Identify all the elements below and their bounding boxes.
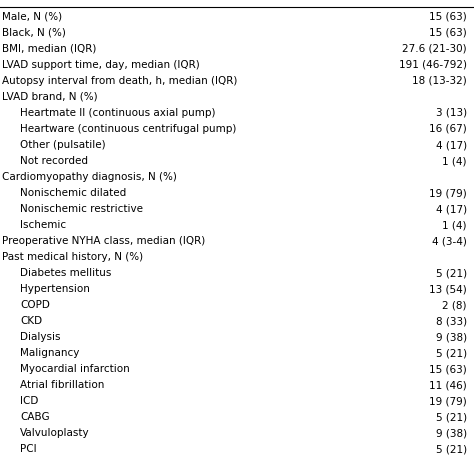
Text: 15 (63): 15 (63) bbox=[429, 28, 467, 38]
Text: Valvuloplasty: Valvuloplasty bbox=[20, 428, 90, 438]
Text: 15 (63): 15 (63) bbox=[429, 12, 467, 22]
Text: 27.6 (21-30): 27.6 (21-30) bbox=[402, 44, 467, 54]
Text: Heartmate II (continuous axial pump): Heartmate II (continuous axial pump) bbox=[20, 108, 216, 118]
Text: 3 (13): 3 (13) bbox=[436, 108, 467, 118]
Text: Hypertension: Hypertension bbox=[20, 284, 90, 294]
Text: 4 (17): 4 (17) bbox=[436, 140, 467, 150]
Text: Myocardial infarction: Myocardial infarction bbox=[20, 365, 130, 374]
Text: LVAD brand, N (%): LVAD brand, N (%) bbox=[2, 92, 98, 102]
Text: Preoperative NYHA class, median (IQR): Preoperative NYHA class, median (IQR) bbox=[2, 236, 206, 246]
Text: 4 (17): 4 (17) bbox=[436, 204, 467, 214]
Text: 16 (67): 16 (67) bbox=[429, 124, 467, 134]
Text: 5 (21): 5 (21) bbox=[436, 412, 467, 422]
Text: Cardiomyopathy diagnosis, N (%): Cardiomyopathy diagnosis, N (%) bbox=[2, 172, 177, 182]
Text: Dialysis: Dialysis bbox=[20, 332, 61, 342]
Text: Other (pulsatile): Other (pulsatile) bbox=[20, 140, 106, 150]
Text: BMI, median (IQR): BMI, median (IQR) bbox=[2, 44, 97, 54]
Text: 5 (21): 5 (21) bbox=[436, 445, 467, 455]
Text: 5 (21): 5 (21) bbox=[436, 348, 467, 358]
Text: 9 (38): 9 (38) bbox=[436, 332, 467, 342]
Text: 15 (63): 15 (63) bbox=[429, 365, 467, 374]
Text: Autopsy interval from death, h, median (IQR): Autopsy interval from death, h, median (… bbox=[2, 76, 238, 86]
Text: Male, N (%): Male, N (%) bbox=[2, 12, 63, 22]
Text: Heartware (continuous centrifugal pump): Heartware (continuous centrifugal pump) bbox=[20, 124, 237, 134]
Text: Past medical history, N (%): Past medical history, N (%) bbox=[2, 252, 144, 262]
Text: 4 (3-4): 4 (3-4) bbox=[432, 236, 467, 246]
Text: 18 (13-32): 18 (13-32) bbox=[412, 76, 467, 86]
Text: 1 (4): 1 (4) bbox=[442, 220, 467, 230]
Text: 9 (38): 9 (38) bbox=[436, 428, 467, 438]
Text: 8 (33): 8 (33) bbox=[436, 316, 467, 326]
Text: CKD: CKD bbox=[20, 316, 43, 326]
Text: 1 (4): 1 (4) bbox=[442, 156, 467, 166]
Text: PCI: PCI bbox=[20, 445, 37, 455]
Text: Not recorded: Not recorded bbox=[20, 156, 88, 166]
Text: 19 (79): 19 (79) bbox=[429, 396, 467, 406]
Text: Atrial fibrillation: Atrial fibrillation bbox=[20, 380, 105, 390]
Text: Diabetes mellitus: Diabetes mellitus bbox=[20, 268, 112, 278]
Text: Nonischemic dilated: Nonischemic dilated bbox=[20, 188, 127, 198]
Text: ICD: ICD bbox=[20, 396, 39, 406]
Text: LVAD support time, day, median (IQR): LVAD support time, day, median (IQR) bbox=[2, 60, 200, 70]
Text: 19 (79): 19 (79) bbox=[429, 188, 467, 198]
Text: 13 (54): 13 (54) bbox=[429, 284, 467, 294]
Text: CABG: CABG bbox=[20, 412, 50, 422]
Text: Malignancy: Malignancy bbox=[20, 348, 80, 358]
Text: 2 (8): 2 (8) bbox=[442, 300, 467, 310]
Text: 5 (21): 5 (21) bbox=[436, 268, 467, 278]
Text: Nonischemic restrictive: Nonischemic restrictive bbox=[20, 204, 143, 214]
Text: Black, N (%): Black, N (%) bbox=[2, 28, 66, 38]
Text: COPD: COPD bbox=[20, 300, 50, 310]
Text: Ischemic: Ischemic bbox=[20, 220, 66, 230]
Text: 191 (46-792): 191 (46-792) bbox=[399, 60, 467, 70]
Text: 11 (46): 11 (46) bbox=[429, 380, 467, 390]
